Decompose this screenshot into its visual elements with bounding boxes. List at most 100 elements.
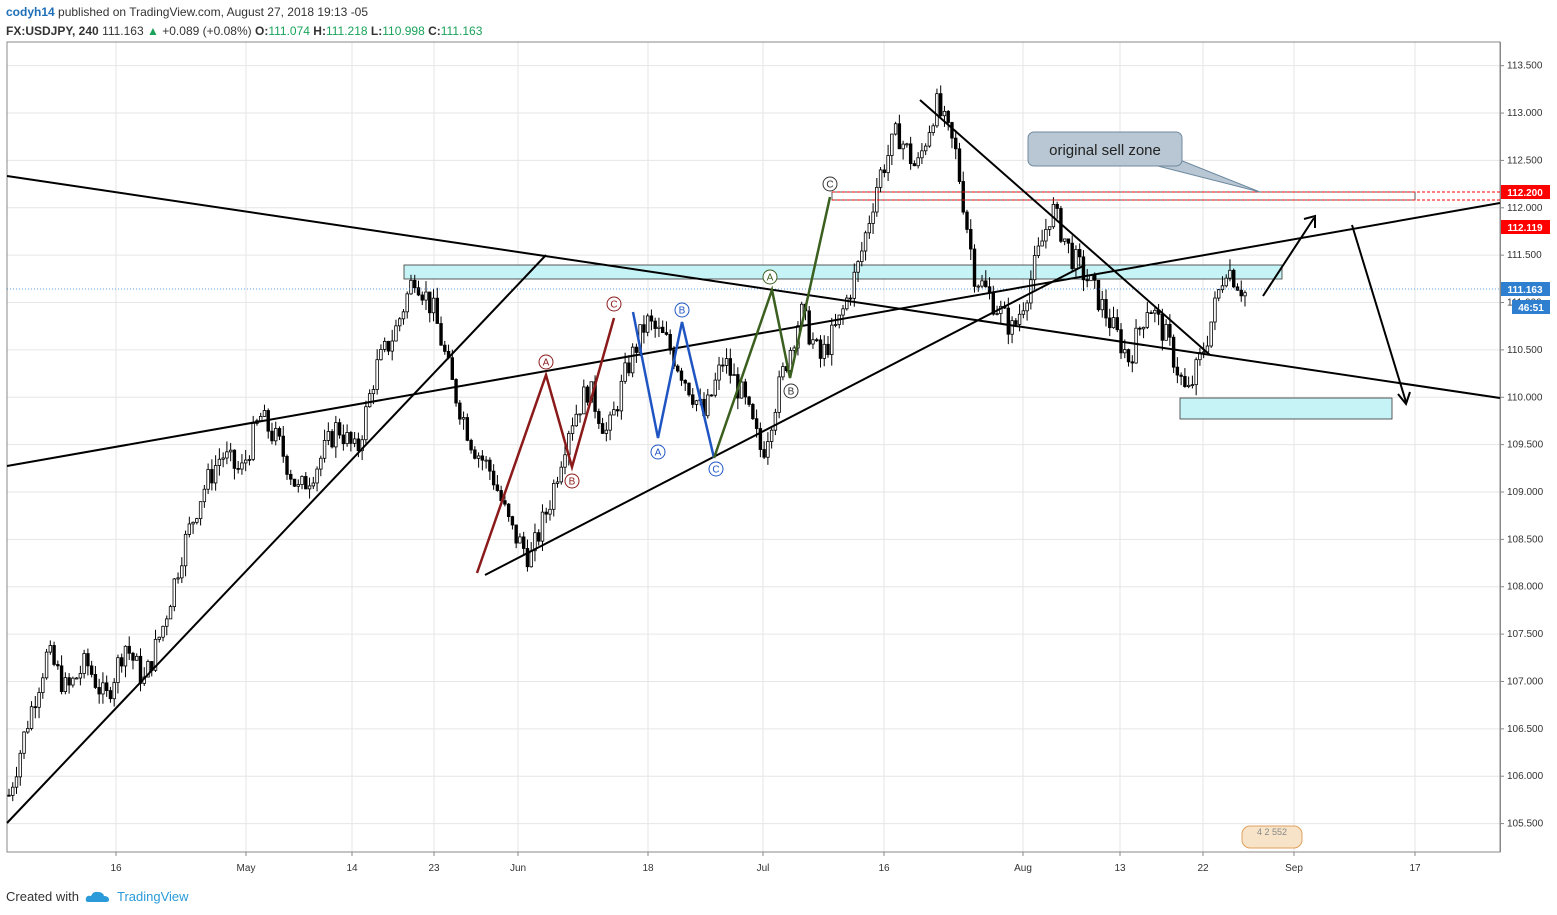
candle [1040, 229, 1044, 247]
candle [1141, 326, 1146, 339]
candle [202, 484, 207, 508]
candle [67, 673, 71, 694]
candle [743, 378, 748, 405]
candle [74, 676, 79, 680]
candle [176, 572, 180, 584]
x-tick-label: 18 [642, 863, 654, 874]
forecast-arrows[interactable] [1262, 214, 1411, 407]
ascending-trendline-mid [484, 264, 1086, 576]
candle [78, 665, 83, 686]
tag-112-200-bg [1501, 185, 1550, 199]
candle [138, 648, 143, 692]
wave-green[interactable] [712, 196, 832, 459]
sell-zone-callout[interactable]: original sell zone [1027, 131, 1261, 193]
trendlines[interactable] [6, 99, 1501, 824]
candle [980, 274, 984, 289]
candle [311, 476, 316, 490]
candle [965, 209, 969, 234]
candle [1171, 334, 1176, 373]
candle [195, 517, 199, 525]
candle [473, 446, 477, 460]
candle [1036, 237, 1041, 259]
price-axis[interactable]: 113.500113.000112.500112.000111.500111.0… [1500, 61, 1544, 830]
candle [957, 142, 962, 185]
candle [1062, 238, 1067, 246]
candle [630, 343, 635, 378]
candle [401, 309, 406, 325]
candle [604, 422, 609, 442]
x-tick-label: 14 [346, 863, 358, 874]
chart-grid [7, 42, 1500, 852]
candle [379, 344, 383, 361]
candle [89, 660, 94, 678]
candle [1138, 326, 1142, 336]
candle [600, 417, 605, 434]
candle [570, 417, 575, 441]
callout-pointer [1149, 157, 1261, 193]
candle [172, 577, 177, 612]
candle [1213, 291, 1217, 331]
y-tick-label: 106.000 [1507, 771, 1544, 782]
wave-label-c-circle: C [708, 461, 724, 477]
candle [304, 472, 308, 490]
candle [893, 121, 898, 136]
author-name[interactable]: codyh14 [6, 5, 55, 19]
candle [1108, 308, 1112, 337]
candle [510, 515, 515, 530]
candle [747, 395, 751, 407]
svg-text:C: C [826, 180, 833, 191]
candle [29, 701, 34, 731]
candle [721, 357, 725, 373]
low-value: 110.998 [382, 24, 425, 38]
y-tick-label: 105.500 [1507, 819, 1544, 830]
candle [161, 625, 165, 642]
candle [386, 340, 391, 356]
wave-blue[interactable] [631, 311, 716, 459]
candle [180, 557, 184, 584]
candle [525, 539, 530, 572]
tradingview-link[interactable]: TradingView [116, 889, 189, 904]
candle [608, 411, 612, 441]
candle [495, 475, 500, 492]
candle [987, 277, 992, 300]
candle [856, 260, 860, 282]
candle [405, 291, 409, 319]
candle [754, 409, 759, 438]
candle [691, 388, 695, 409]
svg-text:A: A [767, 273, 774, 284]
candle [529, 542, 533, 568]
y-tick-label: 111.500 [1507, 250, 1542, 261]
candle [345, 424, 349, 447]
candle [1104, 289, 1108, 327]
candle [1149, 310, 1153, 315]
candle [717, 356, 721, 391]
wave-labels: A B C A B C A B C [538, 176, 838, 489]
ascending-trendline-lower [6, 254, 547, 824]
candle [1032, 245, 1037, 290]
candle [157, 636, 161, 643]
quote-line: FX:USDJPY, 240 111.163 ▲ +0.089 (+0.08%)… [6, 22, 482, 41]
candle [82, 649, 86, 679]
x-tick-label: 16 [878, 863, 890, 874]
candle [905, 142, 909, 148]
x-tick-label: Sep [1285, 863, 1303, 874]
y-tick-label: 109.500 [1507, 440, 1544, 451]
candle [615, 405, 620, 417]
candle [1232, 268, 1236, 289]
support-zone[interactable] [1179, 397, 1393, 420]
candle [416, 280, 421, 297]
wave-red[interactable] [475, 317, 616, 574]
tag-countdown-bg [1512, 300, 1550, 314]
sell-zone-box[interactable] [831, 191, 1416, 201]
candle [458, 400, 462, 425]
time-axis[interactable]: 16 May 14 23 Jun 18 Jul 16 Aug 13 22 Sep 17 [110, 852, 1421, 874]
candle [694, 399, 699, 412]
candle [465, 413, 470, 442]
candle [882, 164, 887, 178]
open-value: 111.074 [268, 24, 310, 38]
up-arrowhead-icon [1303, 214, 1316, 228]
candle [1186, 376, 1191, 389]
low-label: L: [370, 24, 383, 38]
candle [845, 294, 849, 311]
